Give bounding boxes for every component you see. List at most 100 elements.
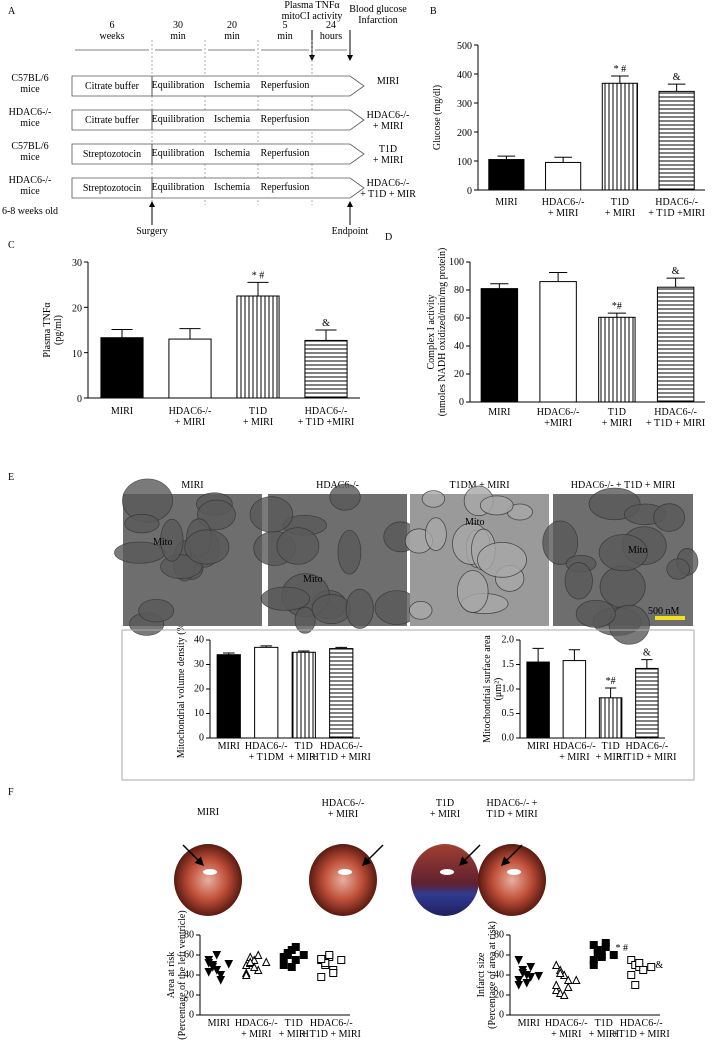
- heart: [478, 844, 546, 916]
- y-tick-label: 0: [77, 394, 82, 405]
- y-tick-label: 60: [454, 313, 464, 324]
- annotation: &: [672, 266, 680, 277]
- y-tick-label: 200: [457, 128, 472, 139]
- treatment: Citrate buffer: [85, 115, 140, 126]
- x-tick-label: MIRI: [495, 197, 517, 208]
- x-tick-label: MIRI: [218, 741, 240, 752]
- outcome: T1D + MIRI: [373, 144, 403, 166]
- phase: Ischemia: [214, 114, 251, 125]
- bar: [539, 281, 577, 403]
- y-label: Mitochondrial volume density (%): [176, 620, 187, 759]
- lumen: [203, 869, 217, 875]
- bottom-label: 6-8 weeks old: [2, 206, 58, 217]
- bottom-label: Surgery: [136, 226, 167, 237]
- error-bar: [247, 281, 269, 296]
- point: [639, 966, 648, 974]
- phase: Ischemia: [214, 182, 251, 193]
- y-tick-label: 0: [499, 1009, 504, 1020]
- bar: [635, 667, 659, 739]
- point: [627, 971, 636, 979]
- y-label-group: Mitochondrial volume density (%): [176, 620, 187, 759]
- organelle: [260, 586, 311, 611]
- annotation: *#: [612, 301, 622, 312]
- outcome: HDAC6-/-+ MIRI: [367, 110, 410, 132]
- annotation: * #: [616, 943, 629, 954]
- phase: Equilibration: [152, 182, 205, 193]
- y-tick-label: 60: [494, 949, 504, 960]
- x-tick-label: T1D + MIRI: [279, 1018, 309, 1040]
- y-tick-label: 80: [494, 929, 504, 940]
- x-tick-label: MIRI: [527, 741, 549, 752]
- y-label: Plasma TNFα(pg/ml): [42, 302, 64, 358]
- x-tick-label: HDAC6-/-+ MIRI: [542, 197, 585, 219]
- bar: [291, 651, 316, 739]
- bar: [480, 288, 519, 403]
- arrow: [182, 844, 205, 867]
- x-tick-label: HDAC6-/-+ T1D + MIRI: [302, 1018, 361, 1040]
- annotation: *#: [606, 676, 616, 687]
- heart-title: MIRI: [197, 807, 219, 818]
- treatment: Citrate buffer: [85, 81, 140, 92]
- point: [249, 962, 259, 971]
- heart-title: HDAC6-/- + T1D + MIRI: [486, 798, 537, 820]
- y-tick-label: 0: [467, 186, 472, 197]
- point: [212, 966, 222, 975]
- outcome: HDAC6-/-+ T1D + MIR: [360, 178, 416, 200]
- y-label: Mitochondrial surface area(μm²): [482, 635, 504, 743]
- point: [216, 976, 226, 985]
- point: [551, 985, 561, 994]
- bar: [488, 159, 525, 191]
- strain: C57BL/6 mice: [11, 73, 48, 95]
- y-label: Infarct size(Percentage of area at risk): [476, 921, 498, 1029]
- panel-label: D: [385, 232, 392, 243]
- organelle: [345, 588, 374, 629]
- y-tick-label: 80: [454, 285, 464, 296]
- point: [208, 963, 218, 972]
- error-bar: [605, 687, 617, 698]
- treatment: Streptozotocin: [83, 149, 141, 160]
- organelle: [477, 541, 527, 578]
- heart: [411, 844, 479, 916]
- heart-title: T1D + MIRI: [430, 798, 460, 820]
- y-label: Area at risk(Percentage of the left vent…: [166, 910, 188, 1039]
- x-tick-label: HDAC6-/-+ T1DM: [245, 741, 288, 763]
- duration: 6 weeks: [100, 20, 125, 42]
- heart: [174, 844, 242, 916]
- bar: [304, 339, 348, 399]
- y-tick-label: 500: [457, 41, 472, 52]
- panel-label: C: [8, 240, 15, 251]
- panel-label: A: [8, 6, 16, 17]
- y-tick-label: 100: [457, 157, 472, 168]
- point: [518, 969, 528, 978]
- strain: C57BL/6 mice: [11, 141, 48, 163]
- point: [261, 957, 271, 966]
- protocol-arrow: [71, 143, 365, 165]
- y-tick-label: 1.0: [502, 683, 515, 694]
- organelle: [337, 529, 362, 575]
- bar: [526, 661, 550, 739]
- point: [526, 973, 536, 982]
- bar: [329, 648, 354, 739]
- duration: 5 min: [277, 20, 293, 42]
- organelle: [138, 599, 175, 623]
- x-tick-label: MIRI: [518, 1018, 540, 1029]
- outcome: MIRI: [377, 76, 399, 87]
- point: [555, 968, 565, 977]
- heart: [309, 844, 377, 916]
- bar: [601, 82, 638, 191]
- lumen: [338, 869, 352, 875]
- x-tick-label: HDAC6-/-+MIRI: [537, 407, 580, 429]
- x-tick-label: MIRI: [488, 407, 510, 418]
- x-tick-label: T1D + MIRI: [605, 197, 635, 219]
- x-tick-label: T1D + MIRI: [602, 407, 632, 429]
- x-tick-label: T1D + MIRI: [589, 1018, 619, 1040]
- point: [291, 943, 300, 951]
- organelle: [160, 518, 184, 562]
- phase: Reperfusion: [261, 80, 310, 91]
- micrograph-title: HDAC6-/- + T1D + MIRI: [571, 480, 675, 491]
- y-label-group: Infarct size(Percentage of area at risk): [476, 921, 498, 1029]
- point: [299, 951, 308, 959]
- arrow: [458, 844, 481, 867]
- error-bar: [222, 652, 235, 655]
- point: [514, 976, 524, 985]
